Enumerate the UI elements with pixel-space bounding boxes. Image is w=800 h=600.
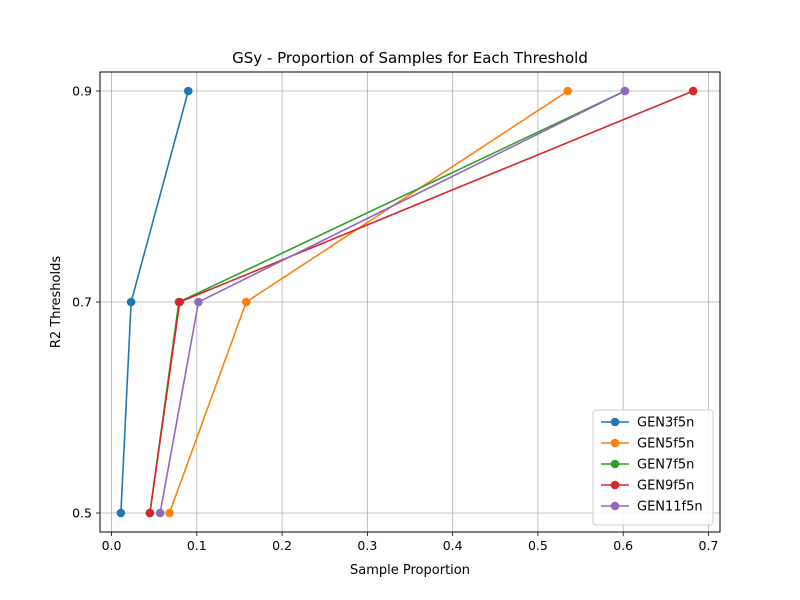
legend-swatch-marker (610, 417, 620, 427)
x-tick-label: 0.5 (528, 538, 548, 553)
legend-item: GEN7f5n (601, 458, 694, 473)
legend-label: GEN3f5n (637, 416, 694, 431)
legend-swatch-marker (610, 501, 620, 511)
series-GEN5f5n (165, 86, 573, 518)
data-point (126, 297, 136, 307)
data-point (183, 86, 193, 96)
y-tick-label: 0.9 (72, 83, 92, 98)
y-tick-label: 0.7 (72, 295, 92, 310)
data-point (175, 297, 185, 307)
legend-swatch-marker (610, 459, 620, 469)
legend-box (592, 409, 714, 526)
legend-label: GEN11f5n (637, 500, 703, 515)
x-tick-label: 0.3 (357, 538, 377, 553)
legend-label: GEN7f5n (637, 458, 694, 473)
data-point (620, 86, 630, 96)
legend-item: GEN11f5n (601, 500, 703, 515)
x-tick-label: 0.2 (272, 538, 292, 553)
x-tick-label: 0.0 (102, 538, 122, 553)
ticks: 0.0 0.1 0.2 0.3 0.4 0.5 0.6 0.7 0.5 0.7 0.9 (72, 83, 718, 553)
data-point (563, 86, 573, 96)
series-GEN11f5n (155, 86, 630, 518)
legend-swatch-marker (610, 438, 620, 448)
legend: GEN3f5n GEN5f5n GEN7f5n GEN9f5n GEN11f5n (592, 409, 714, 526)
data-point (194, 297, 203, 307)
legend-item: GEN5f5n (601, 437, 694, 452)
x-axis-label: Sample Proportion (350, 563, 470, 578)
data-point (241, 297, 251, 307)
data-point (145, 508, 155, 518)
series-GEN9f5n (145, 86, 698, 518)
data-point (116, 508, 126, 518)
x-tick-label: 0.7 (699, 538, 719, 553)
x-tick-label: 0.1 (187, 538, 207, 553)
x-tick-label: 0.4 (443, 538, 463, 553)
series-GEN3f5n (116, 86, 193, 518)
data-point (165, 508, 174, 518)
data-point (155, 508, 165, 518)
legend-item: GEN9f5n (601, 479, 694, 494)
x-tick-label: 0.6 (613, 538, 633, 553)
legend-label: GEN5f5n (637, 437, 694, 452)
legend-item: GEN3f5n (601, 416, 694, 431)
y-tick-label: 0.5 (72, 506, 92, 521)
series-layer (116, 86, 698, 518)
legend-swatch-marker (610, 480, 620, 490)
legend-label: GEN9f5n (637, 479, 694, 494)
data-point (688, 86, 698, 96)
chart-title: GSy - Proportion of Samples for Each Thr… (232, 49, 588, 67)
y-axis-label: R2 Thresholds (49, 256, 64, 349)
